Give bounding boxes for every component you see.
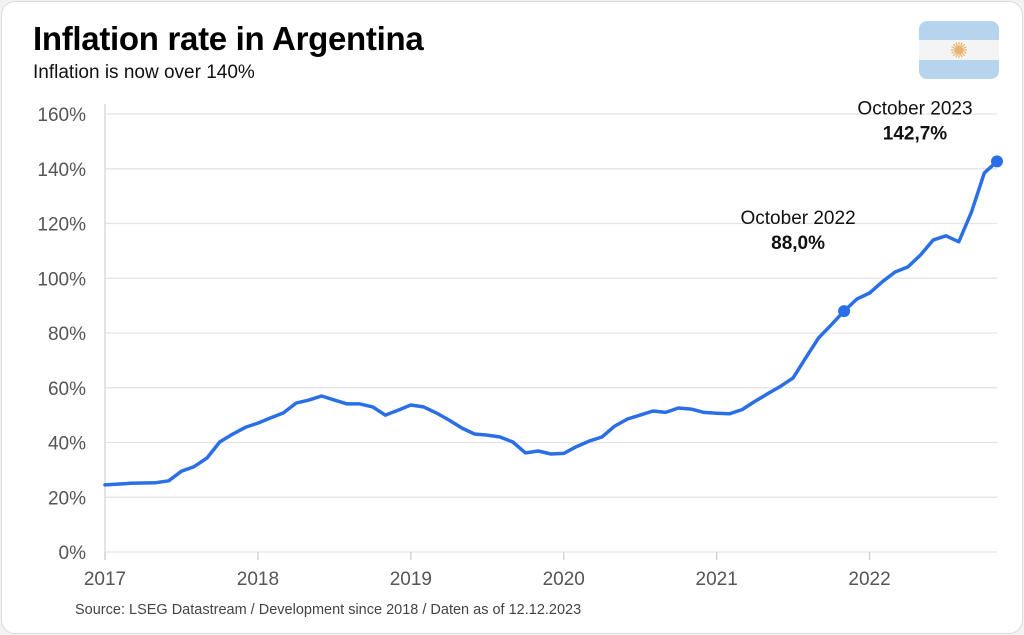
y-tick-label: 120%	[37, 215, 86, 236]
x-tick-label: 2018	[237, 569, 279, 590]
chart-subtitle: Inflation is now over 140%	[33, 62, 255, 83]
source-note: Source: LSEG Datastream / Development si…	[75, 602, 582, 618]
y-tick-label: 100%	[37, 269, 86, 290]
annotation-value: 88,0%	[771, 233, 825, 254]
x-tick-label: 2020	[543, 569, 585, 590]
annotation-label: October 2022	[741, 208, 856, 229]
x-tick-label: 2019	[390, 569, 432, 590]
annotation-label: October 2023	[857, 98, 972, 119]
y-tick-label: 160%	[37, 105, 86, 126]
argentina-flag-icon	[919, 21, 999, 79]
y-tick-label: 40%	[48, 434, 86, 455]
x-tick-label: 2022	[848, 569, 890, 590]
x-tick-label: 2017	[84, 569, 126, 590]
annotation-marker	[838, 305, 851, 318]
y-tick-label: 0%	[59, 543, 87, 564]
annotation-marker	[991, 155, 1003, 168]
y-tick-label: 80%	[48, 324, 86, 345]
y-tick-label: 140%	[37, 160, 86, 181]
x-tick-label: 2021	[696, 569, 738, 590]
y-tick-label: 20%	[48, 488, 86, 509]
chart-title: Inflation rate in Argentina	[33, 20, 424, 57]
y-tick-label: 60%	[48, 379, 86, 400]
annotation-value: 142,7%	[883, 123, 948, 144]
inflation-line	[103, 159, 999, 487]
